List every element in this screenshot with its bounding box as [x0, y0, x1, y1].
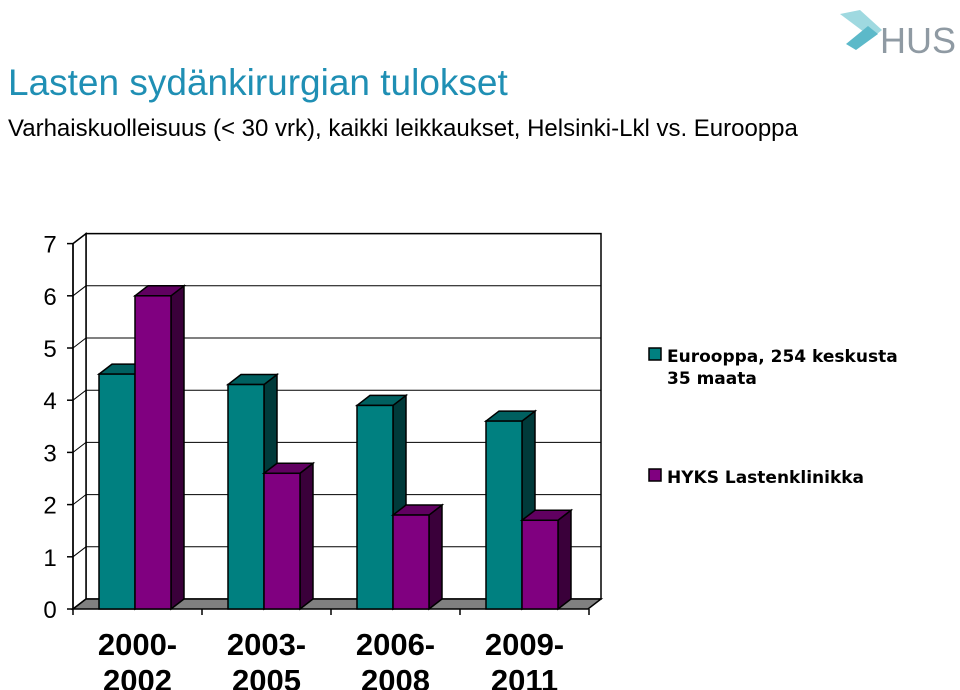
gridline — [72, 233, 601, 244]
y-tick-label: 0 — [43, 597, 56, 624]
bar — [261, 461, 316, 611]
x-category-label: 2008 — [361, 663, 430, 690]
x-category-label: 2003- — [227, 627, 306, 662]
bar-front — [485, 420, 523, 610]
bar-side — [299, 461, 314, 611]
gridline — [72, 441, 601, 453]
bar-front — [98, 373, 136, 610]
legend-swatch — [648, 347, 662, 361]
y-tick-label: 2 — [43, 493, 56, 520]
legend-label: Eurooppa, 254 keskusta — [667, 347, 898, 367]
bar-front — [392, 514, 430, 610]
chart-bars — [96, 284, 574, 611]
bar — [390, 503, 445, 611]
y-tick-label: 3 — [43, 440, 56, 467]
bar — [519, 508, 574, 611]
bar-front — [134, 295, 172, 610]
x-category-label: 2006- — [356, 627, 435, 662]
y-tick-label: 4 — [43, 388, 56, 415]
gridline — [72, 494, 601, 505]
bar — [132, 284, 187, 611]
chart-side-wall — [72, 232, 87, 611]
chart-labels: 0 1 2 3 4 5 6 7 2000-2002 2003-2005 2006-2008 2009-… — [43, 232, 564, 690]
y-tick-label: 7 — [43, 232, 56, 259]
gridline — [72, 285, 601, 297]
y-tick-label: 1 — [43, 545, 56, 572]
legend-swatch — [648, 468, 662, 482]
legend-label: HYKS Lastenklinikka — [667, 468, 864, 488]
y-tick-label: 6 — [43, 284, 56, 311]
gridline — [72, 389, 601, 401]
y-tick-label: 5 — [43, 336, 56, 363]
page-title: Lasten sydänkirurgian tulokset — [8, 62, 508, 103]
logo-text: HUS — [880, 20, 956, 60]
x-category-label: 2011 — [491, 663, 558, 690]
page-subtitle: Varhaiskuolleisuus (< 30 vrk), kaikki le… — [8, 115, 798, 142]
x-category-label: 2000- — [98, 627, 177, 662]
bar-side — [557, 508, 572, 611]
bar — [483, 409, 538, 611]
bar-front — [263, 472, 301, 610]
x-category-label: 2009- — [485, 627, 564, 662]
hus-logo: HUS — [840, 10, 956, 60]
x-category-label: 2005 — [232, 663, 301, 690]
bar-front — [227, 383, 265, 610]
bar-front — [356, 404, 394, 610]
legend-label: 35 maata — [667, 369, 757, 389]
cross-icon — [840, 10, 882, 50]
gridline — [72, 337, 601, 349]
bar-front — [521, 519, 559, 610]
bar-side — [428, 503, 443, 611]
bar-side — [170, 284, 185, 611]
x-category-label: 2002 — [103, 663, 172, 690]
